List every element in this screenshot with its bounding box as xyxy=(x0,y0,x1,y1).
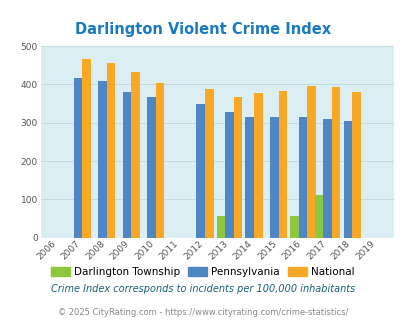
Bar xyxy=(314,195,322,238)
Text: Darlington Violent Crime Index: Darlington Violent Crime Index xyxy=(75,22,330,37)
Bar xyxy=(225,112,233,238)
Bar xyxy=(298,117,307,238)
Bar xyxy=(233,97,242,238)
Bar xyxy=(216,216,225,238)
Bar xyxy=(331,87,340,238)
Bar xyxy=(245,117,254,238)
Bar xyxy=(122,92,131,238)
Bar xyxy=(74,78,82,238)
Bar xyxy=(322,118,331,238)
Bar xyxy=(278,91,286,238)
Bar xyxy=(343,121,351,238)
Legend: Darlington Township, Pennsylvania, National: Darlington Township, Pennsylvania, Natio… xyxy=(47,263,358,281)
Text: © 2025 CityRating.com - https://www.cityrating.com/crime-statistics/: © 2025 CityRating.com - https://www.city… xyxy=(58,308,347,317)
Bar xyxy=(351,92,360,238)
Bar xyxy=(196,104,205,238)
Bar xyxy=(205,89,213,238)
Bar xyxy=(147,97,156,238)
Bar xyxy=(290,216,298,238)
Bar xyxy=(98,82,107,238)
Bar xyxy=(82,59,91,238)
Bar xyxy=(269,117,278,238)
Bar xyxy=(107,63,115,238)
Text: Crime Index corresponds to incidents per 100,000 inhabitants: Crime Index corresponds to incidents per… xyxy=(51,284,354,294)
Bar xyxy=(156,82,164,238)
Bar xyxy=(254,93,262,238)
Bar xyxy=(307,85,315,238)
Bar xyxy=(131,72,140,238)
